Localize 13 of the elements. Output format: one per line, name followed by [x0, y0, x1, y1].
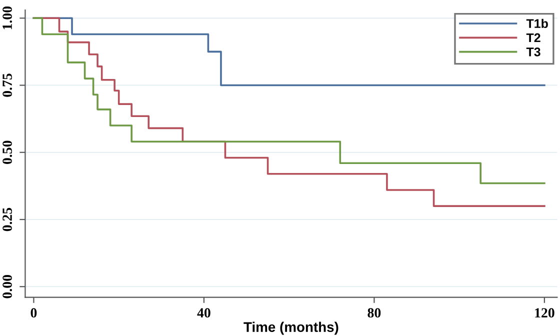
- legend-label: T2: [526, 33, 540, 42]
- x-tick-label: 120: [535, 308, 554, 318]
- y-tick-label: 1.00: [2, 6, 12, 30]
- y-tick-label: 0.25: [2, 208, 12, 232]
- x-tick-label: 40: [197, 308, 210, 318]
- y-tick-label: 0.75: [2, 74, 12, 97]
- x-axis-title: Time (months): [244, 322, 338, 335]
- x-tick-label: 0: [30, 308, 37, 318]
- y-tick-label: 0.50: [2, 140, 12, 164]
- legend-label: T3: [526, 47, 540, 56]
- legend-label: T1b: [526, 18, 548, 28]
- x-tick-label: 80: [368, 308, 381, 318]
- y-tick-label: 0.00: [2, 274, 12, 298]
